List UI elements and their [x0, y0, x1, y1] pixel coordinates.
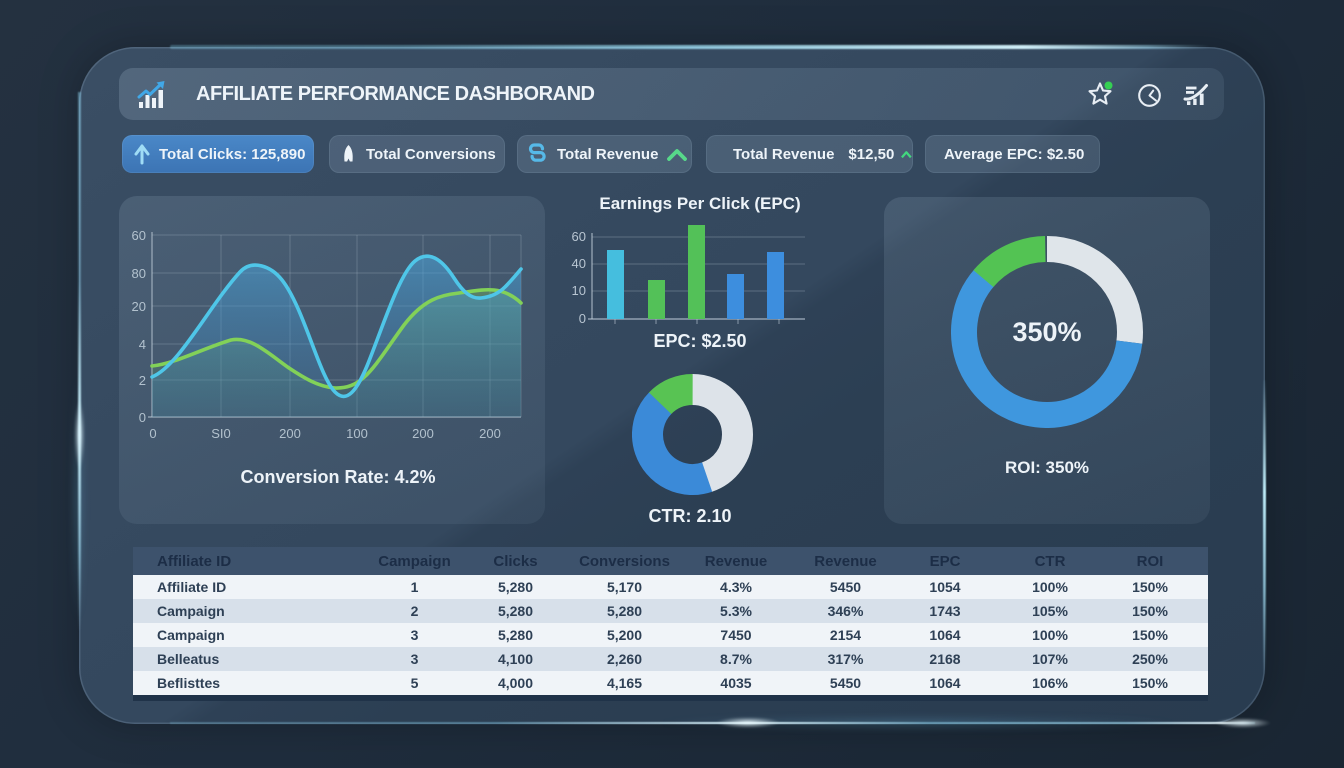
svg-text:SI0: SI0: [211, 426, 231, 441]
svg-text:20: 20: [132, 299, 146, 314]
svg-text:2: 2: [139, 373, 146, 388]
svg-text:200: 200: [279, 426, 301, 441]
svg-text:200: 200: [412, 426, 434, 441]
svg-text:4: 4: [139, 337, 146, 352]
svg-text:100: 100: [346, 426, 368, 441]
svg-text:0: 0: [579, 311, 586, 326]
svg-text:10: 10: [572, 283, 586, 298]
svg-text:200: 200: [479, 426, 501, 441]
svg-text:0: 0: [149, 426, 156, 441]
svg-text:60: 60: [572, 229, 586, 244]
svg-text:0: 0: [139, 410, 146, 425]
svg-text:60: 60: [132, 228, 146, 243]
svg-text:80: 80: [132, 266, 146, 281]
svg-text:40: 40: [572, 256, 586, 271]
